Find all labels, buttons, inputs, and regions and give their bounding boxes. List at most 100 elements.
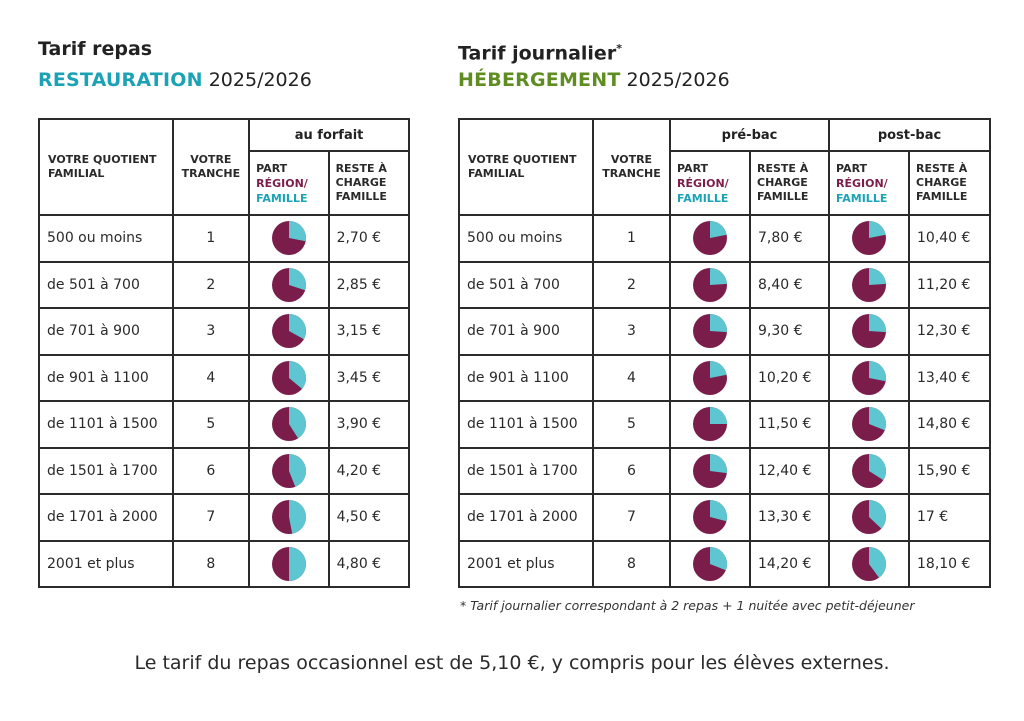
pie-icon xyxy=(693,407,727,442)
header-part-prefix: PART xyxy=(256,161,288,175)
restauration-panel: Tarif repas RESTAURATION 2025/2026 VOTRE… xyxy=(38,34,411,588)
table-row: de 1101 à 1500 5 11,50 € 14,80 € xyxy=(458,400,991,449)
tranche-cell: 2 xyxy=(171,260,251,309)
prebac-reste-cell: 10,20 € xyxy=(749,353,830,402)
part-famille-slice xyxy=(710,500,728,522)
part-pie-cell xyxy=(248,446,330,495)
quotient-cell: de 1101 à 1500 xyxy=(458,400,594,449)
pie-icon xyxy=(693,546,728,581)
table-row: de 901 à 1100 4 10,20 € 13,40 € xyxy=(458,353,991,402)
group-post-bac: post-bac xyxy=(828,118,991,152)
pie-icon xyxy=(693,500,728,535)
pie-icon xyxy=(852,314,887,349)
quotient-cell: de 501 à 700 xyxy=(38,260,174,309)
quotient-cell: de 901 à 1100 xyxy=(458,353,594,402)
header-part-postbac: PART RÉGION/ FAMILLE xyxy=(828,150,910,216)
table-row: 2001 et plus 8 4,80 € xyxy=(38,539,411,588)
part-famille-slice xyxy=(288,453,306,487)
postbac-pie-cell xyxy=(828,539,910,588)
pie-icon xyxy=(852,267,886,302)
part-famille-slice xyxy=(710,453,728,473)
postbac-reste-cell: 10,40 € xyxy=(908,214,991,263)
postbac-pie-cell xyxy=(828,493,910,542)
tranche-cell: 4 xyxy=(592,353,671,402)
quotient-cell: 2001 et plus xyxy=(38,539,174,588)
quotient-cell: de 1501 à 1700 xyxy=(458,446,594,495)
tranche-cell: 4 xyxy=(171,353,251,402)
quotient-cell: 2001 et plus xyxy=(458,539,594,588)
pie-icon xyxy=(271,221,306,256)
prebac-pie-cell xyxy=(669,400,751,449)
part-pie-cell xyxy=(248,260,330,309)
tranche-cell: 5 xyxy=(171,400,251,449)
prebac-pie-cell xyxy=(669,307,751,356)
part-pie-cell xyxy=(248,214,330,263)
part-pie-cell xyxy=(248,400,330,449)
pie-icon xyxy=(693,221,727,256)
part-famille-slice xyxy=(288,407,306,439)
reste-cell: 3,90 € xyxy=(327,400,411,449)
part-pie-cell xyxy=(248,493,330,542)
postbac-pie-cell xyxy=(828,307,910,356)
postbac-pie-cell xyxy=(828,214,910,263)
prebac-reste-cell: 7,80 € xyxy=(749,214,830,263)
hebergement-subtitle: HÉBERGEMENT 2025/2026 xyxy=(458,64,991,96)
pie-icon xyxy=(852,500,887,535)
tranche-cell: 5 xyxy=(592,400,671,449)
quotient-cell: de 1701 à 2000 xyxy=(38,493,174,542)
header-part-famille: FAMILLE xyxy=(256,191,308,205)
reste-cell: 4,20 € xyxy=(327,446,411,495)
header-quotient: VOTRE QUOTIENT FAMILIAL xyxy=(38,118,174,216)
quotient-cell: de 1501 à 1700 xyxy=(38,446,174,495)
table-row: de 901 à 1100 4 3,45 € xyxy=(38,353,411,402)
tranche-cell: 3 xyxy=(592,307,671,356)
part-pie-cell xyxy=(248,539,330,588)
part-famille-slice xyxy=(710,314,728,333)
reste-cell: 2,70 € xyxy=(327,214,411,263)
quotient-cell: de 701 à 900 xyxy=(458,307,594,356)
reste-cell: 2,85 € xyxy=(327,260,411,309)
header-part-prebac: PART RÉGION/ FAMILLE xyxy=(669,150,751,216)
quotient-cell: de 501 à 700 xyxy=(458,260,594,309)
table-row: de 1701 à 2000 7 13,30 € 17 € xyxy=(458,493,991,542)
pie-icon xyxy=(271,267,306,302)
part-famille-slice xyxy=(869,546,886,578)
group-au-forfait: au forfait xyxy=(248,118,410,152)
part-famille-slice xyxy=(710,407,727,425)
pie-icon xyxy=(852,360,887,395)
tranche-cell: 3 xyxy=(171,307,251,356)
postbac-reste-cell: 15,90 € xyxy=(908,446,991,495)
postbac-reste-cell: 14,80 € xyxy=(908,400,991,449)
tranche-cell: 7 xyxy=(171,493,251,542)
header-quotient: VOTRE QUOTIENT FAMILIAL xyxy=(458,118,594,216)
header-part-prefix: PART xyxy=(677,161,709,175)
postbac-reste-cell: 17 € xyxy=(908,493,991,542)
postbac-reste-cell: 13,40 € xyxy=(908,353,991,402)
part-famille-slice xyxy=(710,267,727,285)
part-famille-slice xyxy=(288,221,306,242)
restauration-keyword: RESTAURATION xyxy=(38,69,203,91)
prebac-pie-cell xyxy=(669,539,751,588)
hebergement-table: VOTRE QUOTIENT FAMILIAL VOTRE TRANCHE pr… xyxy=(458,118,991,588)
part-pie-cell xyxy=(248,307,330,356)
prebac-pie-cell xyxy=(669,446,751,495)
group-pre-bac: pré-bac xyxy=(669,118,830,152)
tranche-cell: 2 xyxy=(592,260,671,309)
prebac-pie-cell xyxy=(669,214,751,263)
header-reste-postbac: RESTE À CHARGE FAMILLE xyxy=(908,150,991,216)
table-row: de 701 à 900 3 3,15 € xyxy=(38,307,411,356)
prebac-reste-cell: 11,50 € xyxy=(749,400,830,449)
restauration-subtitle: RESTAURATION 2025/2026 xyxy=(38,64,410,96)
quotient-cell: 500 ou moins xyxy=(38,214,174,263)
postbac-reste-cell: 12,30 € xyxy=(908,307,991,356)
hebergement-title-mark: * xyxy=(616,42,622,55)
tranche-cell: 1 xyxy=(171,214,251,263)
prebac-pie-cell xyxy=(669,353,751,402)
quotient-cell: 500 ou moins xyxy=(458,214,594,263)
header-part: PART RÉGION/ FAMILLE xyxy=(248,150,330,216)
part-famille-slice xyxy=(869,407,887,431)
pie-icon xyxy=(693,453,728,488)
header-part-famille: FAMILLE xyxy=(836,191,888,205)
part-pie-cell xyxy=(248,353,330,402)
pie-icon xyxy=(271,407,306,442)
